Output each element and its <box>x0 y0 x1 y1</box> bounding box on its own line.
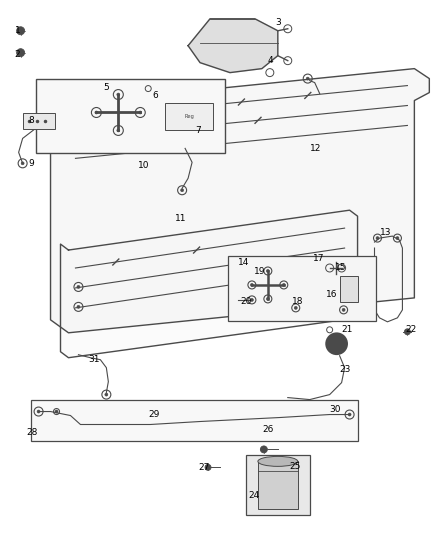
Text: 29: 29 <box>148 410 159 419</box>
Text: 5: 5 <box>103 83 109 92</box>
Text: 12: 12 <box>310 144 321 153</box>
Circle shape <box>95 111 98 114</box>
Circle shape <box>21 162 24 165</box>
Circle shape <box>266 297 269 301</box>
Circle shape <box>266 270 269 272</box>
Circle shape <box>17 27 25 35</box>
Circle shape <box>37 410 40 413</box>
Circle shape <box>327 334 346 354</box>
Circle shape <box>283 284 285 286</box>
Circle shape <box>306 77 309 80</box>
Circle shape <box>55 410 58 413</box>
Text: 20: 20 <box>240 297 251 306</box>
Circle shape <box>332 340 341 348</box>
Bar <box>339 276 357 302</box>
Circle shape <box>251 298 254 301</box>
Text: 13: 13 <box>379 228 391 237</box>
Text: 18: 18 <box>292 297 303 306</box>
Text: 25: 25 <box>290 462 301 471</box>
Text: 26: 26 <box>262 425 273 434</box>
Text: 23: 23 <box>339 365 351 374</box>
Ellipse shape <box>258 456 298 466</box>
Circle shape <box>17 49 25 56</box>
Text: 21: 21 <box>342 325 353 334</box>
Circle shape <box>117 129 120 132</box>
Text: 11: 11 <box>175 214 187 223</box>
Text: 3: 3 <box>275 18 281 27</box>
Circle shape <box>396 237 399 240</box>
Text: 8: 8 <box>28 116 34 125</box>
Bar <box>165 102 213 131</box>
Polygon shape <box>188 19 278 72</box>
Circle shape <box>77 305 80 309</box>
Bar <box>23 114 54 130</box>
Text: 16: 16 <box>326 290 337 300</box>
Circle shape <box>77 286 80 288</box>
Circle shape <box>105 393 108 396</box>
Circle shape <box>180 189 184 192</box>
Text: Reg: Reg <box>184 114 194 119</box>
Circle shape <box>348 413 351 416</box>
Text: 9: 9 <box>28 159 34 168</box>
Text: 24: 24 <box>248 491 259 500</box>
Bar <box>228 256 375 321</box>
Text: 2: 2 <box>14 50 20 59</box>
Text: 27: 27 <box>198 463 209 472</box>
Circle shape <box>139 111 142 114</box>
Polygon shape <box>60 210 357 358</box>
Bar <box>35 78 225 154</box>
Circle shape <box>205 464 211 470</box>
Bar <box>246 455 310 515</box>
Circle shape <box>260 446 267 453</box>
Circle shape <box>294 306 297 309</box>
Text: 1: 1 <box>14 26 21 35</box>
Text: 7: 7 <box>195 126 201 135</box>
Text: 10: 10 <box>138 161 150 170</box>
Circle shape <box>251 284 254 286</box>
Bar <box>258 462 298 509</box>
Circle shape <box>342 309 345 311</box>
Text: 28: 28 <box>27 428 38 437</box>
Text: 15: 15 <box>335 263 346 272</box>
Text: 30: 30 <box>330 405 341 414</box>
Circle shape <box>117 93 120 96</box>
Text: 19: 19 <box>254 268 265 277</box>
Text: 6: 6 <box>152 91 158 100</box>
Bar <box>31 400 357 441</box>
Polygon shape <box>50 69 429 333</box>
Text: 22: 22 <box>406 325 417 334</box>
Text: 14: 14 <box>238 257 249 266</box>
Text: 4: 4 <box>268 56 273 65</box>
Circle shape <box>376 237 379 240</box>
Text: 17: 17 <box>313 254 324 263</box>
Text: 31: 31 <box>88 355 100 364</box>
Circle shape <box>404 329 410 335</box>
